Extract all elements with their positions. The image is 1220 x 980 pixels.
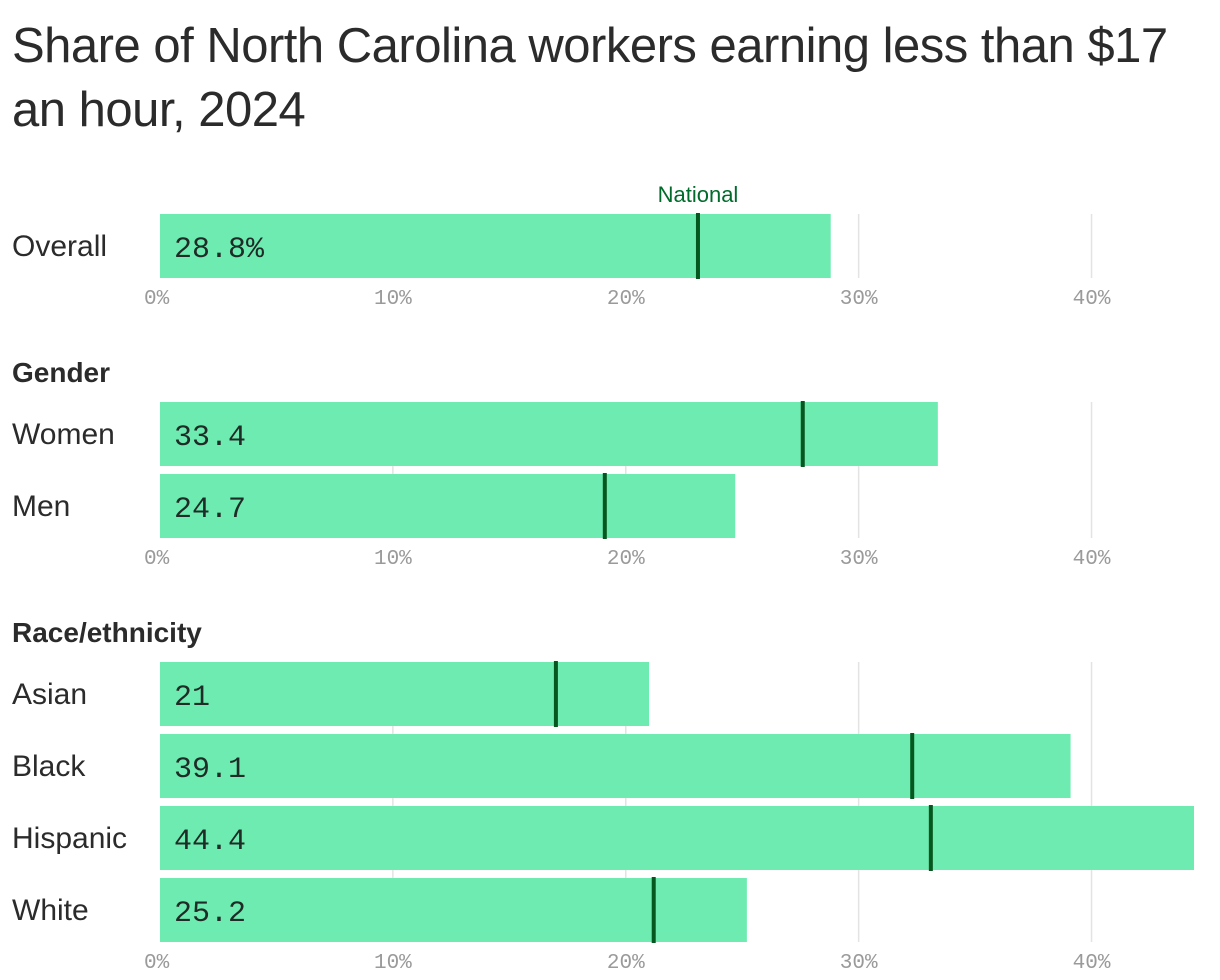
x-tick-label: 40% bbox=[1073, 288, 1111, 311]
bar-value-label: 33.4 bbox=[174, 421, 246, 455]
bar-value-label: 24.7 bbox=[174, 493, 246, 527]
x-tick-label: 30% bbox=[840, 288, 878, 311]
bar-value-label: 21 bbox=[174, 681, 210, 715]
category-label: Overall bbox=[12, 230, 107, 263]
category-label: Asian bbox=[12, 678, 87, 711]
bar-value-label: 25.2 bbox=[174, 897, 246, 931]
chart-title: Share of North Carolina workers earning … bbox=[12, 19, 1168, 137]
x-tick-label: 40% bbox=[1073, 548, 1111, 571]
bar bbox=[160, 734, 1071, 798]
x-tick-label: 10% bbox=[374, 548, 412, 571]
national-label: National bbox=[658, 182, 739, 207]
x-tick-label: 10% bbox=[374, 288, 412, 311]
section-label: Race/ethnicity bbox=[12, 617, 202, 648]
category-label: Men bbox=[12, 490, 70, 523]
bar bbox=[160, 878, 747, 942]
x-tick-label: 40% bbox=[1073, 952, 1111, 975]
x-tick-label: 10% bbox=[374, 952, 412, 975]
category-label: Hispanic bbox=[12, 822, 127, 855]
bar-value-label: 44.4 bbox=[174, 825, 246, 859]
category-label: Women bbox=[12, 418, 115, 451]
x-tick-label: 0% bbox=[144, 952, 170, 975]
section-label: Gender bbox=[12, 357, 110, 388]
x-tick-label: 20% bbox=[607, 548, 645, 571]
bar bbox=[160, 402, 938, 466]
category-label: White bbox=[12, 894, 89, 927]
x-tick-label: 30% bbox=[840, 548, 878, 571]
x-tick-label: 30% bbox=[840, 952, 878, 975]
bar bbox=[160, 806, 1194, 870]
x-tick-label: 0% bbox=[144, 288, 170, 311]
x-tick-label: 20% bbox=[607, 288, 645, 311]
bar bbox=[160, 662, 650, 726]
x-tick-label: 20% bbox=[607, 952, 645, 975]
bar-value-label: 28.8% bbox=[174, 233, 265, 267]
bar bbox=[160, 474, 736, 538]
x-tick-label: 0% bbox=[144, 548, 170, 571]
bar bbox=[160, 214, 831, 278]
category-label: Black bbox=[12, 750, 86, 783]
bar-value-label: 39.1 bbox=[174, 753, 246, 787]
